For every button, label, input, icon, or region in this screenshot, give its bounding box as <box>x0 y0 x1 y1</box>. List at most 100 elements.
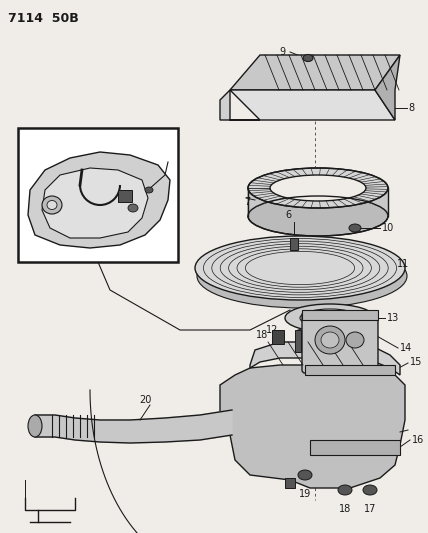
Polygon shape <box>309 168 312 196</box>
Polygon shape <box>42 168 148 238</box>
Ellipse shape <box>145 187 153 193</box>
Polygon shape <box>352 171 355 199</box>
Polygon shape <box>264 174 267 203</box>
Polygon shape <box>358 172 361 200</box>
Polygon shape <box>284 170 287 198</box>
Ellipse shape <box>248 168 388 208</box>
Polygon shape <box>372 175 374 204</box>
Ellipse shape <box>321 332 339 348</box>
Text: 20: 20 <box>139 395 151 405</box>
Polygon shape <box>248 185 249 214</box>
Text: 1: 1 <box>26 168 32 178</box>
Text: 12: 12 <box>266 325 278 335</box>
Polygon shape <box>349 170 352 198</box>
Text: 6: 6 <box>285 210 291 220</box>
Polygon shape <box>369 174 372 203</box>
Polygon shape <box>254 179 256 208</box>
Polygon shape <box>327 168 331 196</box>
Text: 2: 2 <box>80 147 86 157</box>
Polygon shape <box>345 169 349 198</box>
Text: 14: 14 <box>400 343 412 353</box>
Polygon shape <box>35 410 232 443</box>
Bar <box>285 478 295 488</box>
Polygon shape <box>260 176 262 205</box>
Polygon shape <box>316 168 320 196</box>
Text: 13: 13 <box>387 313 399 323</box>
Polygon shape <box>269 173 272 201</box>
Polygon shape <box>250 342 400 375</box>
Polygon shape <box>361 172 364 201</box>
Ellipse shape <box>270 175 366 201</box>
Polygon shape <box>305 365 395 375</box>
Polygon shape <box>256 178 258 207</box>
Polygon shape <box>386 184 387 213</box>
Polygon shape <box>380 179 382 208</box>
Ellipse shape <box>300 309 360 327</box>
Text: 17: 17 <box>364 504 376 514</box>
Polygon shape <box>310 440 400 455</box>
Polygon shape <box>364 173 367 201</box>
Text: 10: 10 <box>382 223 394 233</box>
Ellipse shape <box>42 196 62 214</box>
Polygon shape <box>383 181 384 209</box>
Ellipse shape <box>349 224 361 232</box>
Polygon shape <box>305 168 309 196</box>
Polygon shape <box>253 180 254 209</box>
Ellipse shape <box>128 204 138 212</box>
Polygon shape <box>374 176 376 205</box>
Ellipse shape <box>28 415 42 437</box>
Polygon shape <box>387 185 388 214</box>
Text: 19: 19 <box>299 489 311 499</box>
Polygon shape <box>249 184 250 213</box>
Ellipse shape <box>346 332 364 348</box>
Polygon shape <box>382 180 383 209</box>
Polygon shape <box>220 90 260 120</box>
Polygon shape <box>275 172 278 200</box>
Ellipse shape <box>47 200 57 209</box>
Polygon shape <box>301 168 305 197</box>
Polygon shape <box>367 174 369 203</box>
Text: 8: 8 <box>408 103 414 113</box>
Polygon shape <box>342 169 345 198</box>
Text: 9: 9 <box>280 47 286 57</box>
Ellipse shape <box>197 244 407 308</box>
Polygon shape <box>338 169 342 197</box>
Ellipse shape <box>285 304 375 332</box>
Ellipse shape <box>363 485 377 495</box>
Polygon shape <box>378 178 380 207</box>
Polygon shape <box>252 181 253 209</box>
Polygon shape <box>312 168 316 196</box>
Polygon shape <box>331 168 335 197</box>
Polygon shape <box>291 169 294 198</box>
FancyBboxPatch shape <box>302 312 378 373</box>
Polygon shape <box>262 175 264 204</box>
Text: 3: 3 <box>132 160 138 170</box>
Bar <box>302 310 378 320</box>
Text: 5: 5 <box>170 155 176 165</box>
Polygon shape <box>298 168 301 197</box>
Text: 7: 7 <box>244 197 250 207</box>
Polygon shape <box>230 55 400 90</box>
Bar <box>290 238 298 250</box>
Polygon shape <box>230 90 395 120</box>
Text: 15: 15 <box>410 357 422 367</box>
Text: 12: 12 <box>317 319 330 329</box>
Polygon shape <box>287 169 291 198</box>
Polygon shape <box>320 168 324 196</box>
Ellipse shape <box>195 236 405 300</box>
Polygon shape <box>294 169 298 197</box>
Polygon shape <box>220 365 405 488</box>
Text: 16: 16 <box>412 435 424 445</box>
Bar <box>118 190 132 202</box>
Polygon shape <box>376 177 378 206</box>
Ellipse shape <box>303 54 313 61</box>
Text: 7114  50B: 7114 50B <box>8 12 79 25</box>
Polygon shape <box>375 55 400 120</box>
Polygon shape <box>258 177 260 206</box>
Ellipse shape <box>298 470 312 480</box>
Text: 4: 4 <box>147 188 153 198</box>
Polygon shape <box>324 168 327 196</box>
Polygon shape <box>250 182 252 211</box>
Polygon shape <box>278 171 281 200</box>
Ellipse shape <box>315 326 345 354</box>
